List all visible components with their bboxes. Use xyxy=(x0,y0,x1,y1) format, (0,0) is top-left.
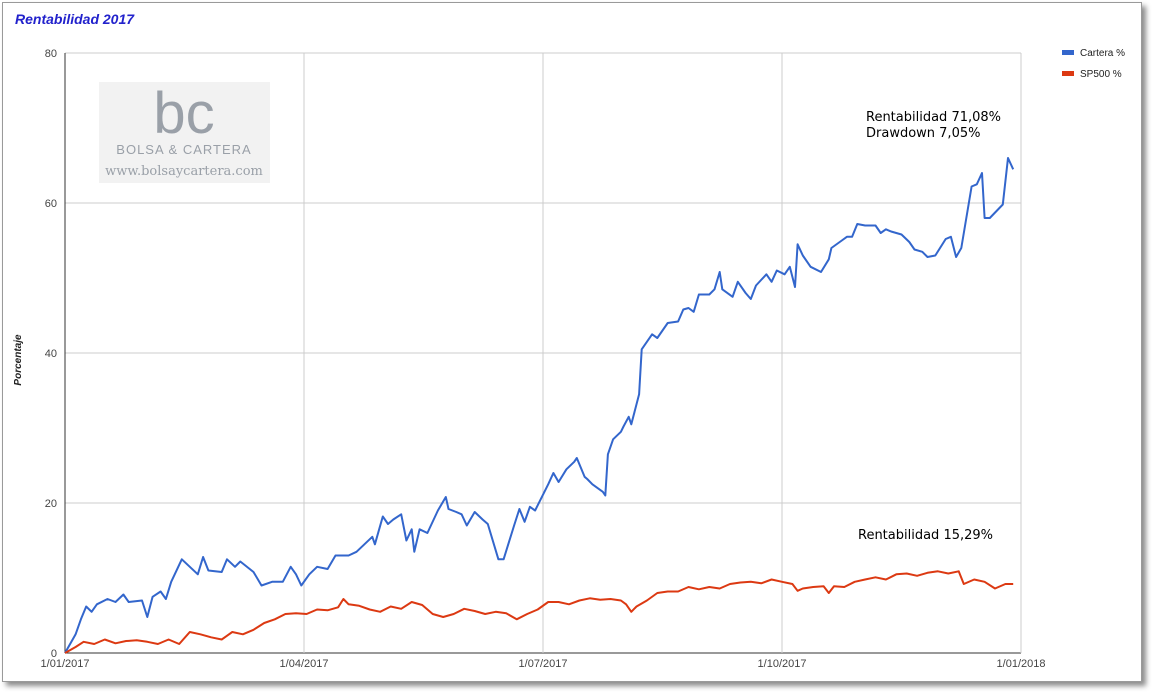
x-tick-label: 1/01/2018 xyxy=(997,658,1046,670)
watermark-url: www.bolsaycartera.com xyxy=(105,164,263,179)
axes: 0 20 40 60 80 1/01/2017 1/04/2017 1/07/2017 1/10… xyxy=(41,48,1046,670)
annotations: Rentabilidad 71,08% Drawdown 7,05% Renta… xyxy=(858,110,1001,543)
legend-swatch xyxy=(1062,50,1074,55)
y-axis-label: Porcentaje xyxy=(13,334,24,386)
legend-label: Cartera % xyxy=(1080,48,1125,59)
annotation-sp500-return: Rentabilidad 15,29% xyxy=(858,528,993,543)
y-tick-label: 60 xyxy=(45,198,57,210)
series-line-cartera xyxy=(64,157,1015,654)
watermark-background xyxy=(99,82,270,183)
y-tick-label: 40 xyxy=(45,348,57,360)
x-tick-label: 1/07/2017 xyxy=(519,658,568,670)
legend: Cartera % SP500 % xyxy=(1062,48,1125,80)
x-tick-label: 1/01/2017 xyxy=(41,658,90,670)
y-tick-label: 0 xyxy=(51,648,57,660)
y-tick-label: 80 xyxy=(45,48,57,60)
x-tick-label: 1/10/2017 xyxy=(758,658,807,670)
series-lines xyxy=(64,157,1015,654)
legend-swatch xyxy=(1062,71,1074,76)
annotation-cartera-return: Rentabilidad 71,08% xyxy=(866,110,1001,125)
annotation-cartera-drawdown: Drawdown 7,05% xyxy=(866,126,980,141)
watermark-logo: bc xyxy=(153,81,214,146)
x-tick-label: 1/04/2017 xyxy=(280,658,329,670)
y-tick-label: 20 xyxy=(45,498,57,510)
series-line-sp500 xyxy=(64,570,1014,654)
gridlines xyxy=(64,52,1022,654)
legend-label: SP500 % xyxy=(1080,69,1122,80)
watermark: bc BOLSA & CARTERA www.bolsaycartera.com xyxy=(99,81,270,183)
watermark-brand: BOLSA & CARTERA xyxy=(116,142,251,157)
chart-title: Rentabilidad 2017 xyxy=(15,11,135,27)
